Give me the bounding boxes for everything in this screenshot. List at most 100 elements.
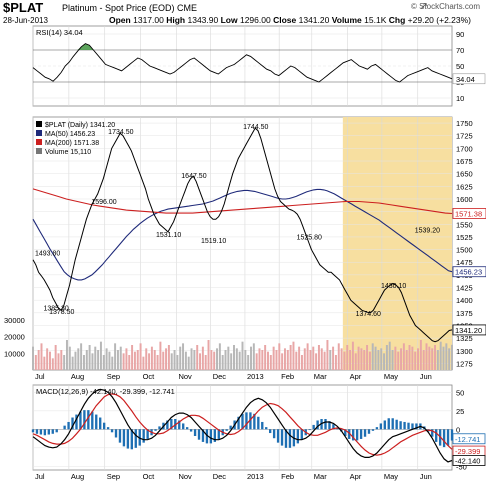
macd-histogram-bar: [383, 420, 386, 430]
macd-histogram-bar: [371, 429, 375, 431]
volume-bar: [283, 348, 286, 370]
volume-bar: [247, 355, 250, 370]
volume-bar: [261, 350, 264, 370]
macd-histogram-bar: [442, 429, 446, 448]
volume-bar: [400, 348, 403, 370]
volume-bar: [46, 348, 49, 370]
macd-histogram-bar: [415, 423, 418, 430]
macd-histogram-bar: [355, 429, 359, 441]
volume-bar: [187, 356, 190, 370]
macd-histogram-bar: [126, 429, 130, 449]
volume-bar: [213, 351, 216, 370]
chg-label: Chg: [388, 15, 406, 25]
volume-bar: [77, 348, 80, 370]
volume-bar: [434, 345, 436, 370]
volume-bar: [397, 351, 400, 370]
macd-histogram-bar: [99, 417, 102, 430]
volume-bar: [116, 350, 119, 370]
volume-bar: [309, 350, 312, 370]
price-y-tick-label: 1675: [456, 157, 473, 166]
volume-bar: [145, 348, 148, 370]
volume-bar: [156, 355, 159, 370]
price-x-tick-label: 2013: [247, 372, 264, 381]
volume-bar: [388, 341, 391, 370]
volume-bar: [334, 355, 337, 370]
ma50-legend-swatch: [36, 130, 42, 136]
brand-logo: © StockCharts.com: [410, 2, 480, 11]
macd-histogram-bar: [83, 410, 86, 430]
volume-bar: [162, 351, 165, 370]
volume-bar: [346, 345, 349, 370]
volume-bar: [272, 346, 275, 370]
volume-bar: [74, 351, 77, 370]
volume-bar: [295, 351, 298, 370]
macd-histogram-bar: [91, 411, 94, 430]
price-last-box: [452, 208, 486, 219]
volume-bar: [60, 350, 63, 370]
volume-bar: [159, 341, 162, 370]
macd-histogram-bar: [272, 429, 276, 439]
macd-histogram-bar: [268, 429, 272, 434]
volume-bar: [244, 350, 247, 370]
close-value: 1341.20: [298, 15, 330, 25]
macd-histogram-bar: [178, 420, 181, 430]
macd-histogram-bar: [201, 429, 205, 442]
rsi-last-label: 34.04: [456, 75, 475, 84]
volume-bar: [142, 356, 145, 370]
volume-bar: [43, 356, 46, 370]
price-annotation: 1525.80: [297, 235, 322, 242]
macd-histogram-bar: [399, 421, 402, 430]
macd-histogram-bar: [316, 420, 319, 430]
ma200-line: [32, 188, 453, 215]
high-label: High: [166, 15, 186, 25]
volume-bar: [32, 346, 34, 370]
price-y-tick-label: 1550: [456, 220, 473, 229]
macd-histogram-bar: [75, 414, 78, 430]
price-y-tick-label: 1650: [456, 170, 473, 179]
volume-bar: [281, 353, 284, 370]
macd-histogram-bar: [395, 419, 398, 430]
volume-y-tick-label: 10000: [4, 349, 25, 358]
macd-histogram-bar: [348, 429, 351, 439]
price-x-tick-label: Oct: [143, 372, 156, 381]
macd-histogram-bar: [106, 427, 110, 430]
volume-bar: [264, 345, 267, 370]
volume-bar: [204, 355, 207, 370]
chart-date: 28-Jun-2013: [3, 16, 48, 25]
macd-histogram-bar: [118, 429, 122, 443]
macd-histogram-bar: [114, 429, 118, 438]
volume-bar: [366, 345, 369, 370]
macd-histogram-bar: [193, 429, 197, 436]
price-legend: $PLAT (Daily) 1341.20: [45, 122, 115, 129]
volume-bar: [266, 351, 269, 370]
macd-histogram-bar: [197, 429, 201, 440]
price-y-tick-label: 1500: [456, 246, 473, 255]
price-y-tick-label: 1525: [456, 233, 473, 242]
low-label: Low: [220, 15, 238, 25]
volume-bar: [371, 343, 374, 370]
macd-histogram-bar: [166, 420, 169, 430]
macd-histogram-bar: [379, 423, 383, 430]
chart-subtitle: Platinum - Spot Price (EOD) CME: [62, 3, 198, 13]
macd-x-tick-label: Dec: [213, 472, 227, 481]
volume-bar: [428, 346, 431, 370]
macd-histogram-bar: [450, 429, 454, 441]
macd-legend: MACD(12,26,9) -42.140, -29.399, -12.741: [36, 387, 175, 396]
volume-bar: [85, 350, 88, 370]
volume-legend: Volume 15,110: [45, 149, 91, 156]
price-x-tick-label: Nov: [178, 372, 192, 381]
volume-bar: [255, 353, 258, 370]
price-annotation: 1374.60: [356, 311, 381, 318]
volume-bar: [394, 346, 397, 370]
volume-bar: [68, 346, 71, 370]
volume-bar: [216, 348, 219, 370]
volume-bar: [317, 345, 320, 370]
macd-histogram-bar: [276, 429, 280, 443]
price-x-tick-label: Apr: [350, 372, 362, 381]
rsi-y-tick-label: 50: [456, 62, 464, 71]
volume-bar: [442, 346, 445, 370]
volume-bar: [221, 355, 224, 370]
volume-bar: [133, 351, 136, 370]
macd-x-tick-label: Apr: [350, 472, 362, 481]
price-last-label: 1341.20: [455, 326, 482, 335]
